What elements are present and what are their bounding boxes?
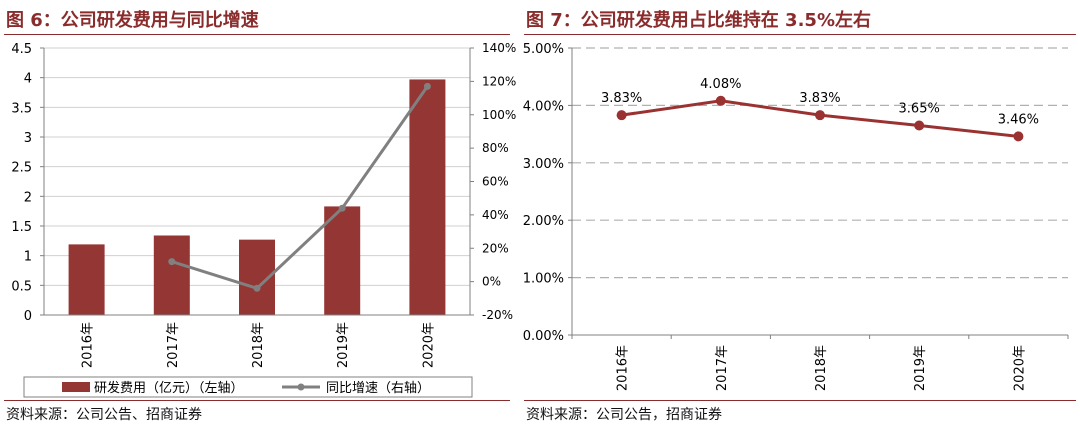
x-category-label: 2019年 xyxy=(913,345,928,391)
figure-7-title: 图 7：公司研发费用占比维持在 3.5%左右 xyxy=(526,10,871,31)
figure-6-bottom-rule xyxy=(4,400,510,401)
y-axis-tick-label: 3.00% xyxy=(523,157,564,172)
x-category-label: 2016年 xyxy=(81,322,96,368)
figure-7-bottom-rule xyxy=(524,400,1076,401)
left-axis-tick-label: 3 xyxy=(24,131,32,146)
right-axis-tick-label: -20% xyxy=(482,308,513,322)
right-axis-tick-label: 100% xyxy=(482,108,516,122)
figure-6-title-rule xyxy=(4,34,510,35)
right-axis-tick-label: 40% xyxy=(482,208,509,222)
left-axis-tick-label: 3.5 xyxy=(11,101,32,116)
left-axis-tick-label: 1 xyxy=(24,250,32,265)
share-point xyxy=(815,110,825,121)
right-axis-tick-label: 60% xyxy=(482,175,509,189)
x-category-label: 2017年 xyxy=(166,322,181,368)
share-point xyxy=(1013,131,1024,142)
growth-point xyxy=(338,204,346,212)
share-point xyxy=(616,110,627,121)
y-axis-tick-label: 0.00% xyxy=(523,329,564,344)
right-axis-tick-label: 140% xyxy=(482,41,516,55)
y-axis-tick-label: 4.00% xyxy=(523,99,564,114)
x-category-label: 2016年 xyxy=(616,345,631,391)
left-axis-tick-label: 2 xyxy=(24,190,32,205)
share-point xyxy=(914,120,925,131)
right-axis-tick-label: 120% xyxy=(482,74,516,88)
bar-2019 xyxy=(324,206,361,315)
x-category-label: 2020年 xyxy=(421,322,436,368)
left-axis-tick-label: 2.5 xyxy=(11,161,32,176)
legend-line-marker xyxy=(297,383,305,391)
y-axis-tick-label: 1.00% xyxy=(523,272,564,287)
right-axis-tick-label: 80% xyxy=(482,141,509,155)
x-category-label: 2018年 xyxy=(814,345,829,391)
x-category-label: 2018年 xyxy=(251,322,266,368)
growth-line xyxy=(171,85,429,290)
left-axis-tick-label: 0.5 xyxy=(11,279,32,294)
legend-box xyxy=(23,376,473,398)
bar-2016 xyxy=(68,244,105,315)
left-axis-tick-label: 4.5 xyxy=(11,42,32,57)
bar-2017 xyxy=(153,235,190,315)
legend-bar-swatch xyxy=(62,382,90,392)
legend-bar-label: 研发费用（亿元）（左轴） xyxy=(94,380,244,396)
left-axis-tick-label: 4 xyxy=(24,72,32,87)
legend-line-label: 同比增速（右轴） xyxy=(326,381,430,396)
growth-point xyxy=(253,284,261,292)
data-label: 4.08% xyxy=(700,77,741,92)
share-point xyxy=(715,95,726,106)
data-label: 3.65% xyxy=(899,101,940,116)
x-category-label: 2019年 xyxy=(336,322,351,368)
data-label: 3.83% xyxy=(601,91,642,106)
data-label: 3.83% xyxy=(799,91,840,106)
y-axis-tick-label: 5.00% xyxy=(523,42,564,57)
right-axis-tick-label: 0% xyxy=(482,275,501,289)
left-axis-tick-label: 0 xyxy=(24,309,32,324)
figure-6-title: 图 6：公司研发费用与同比增速 xyxy=(6,10,259,31)
figure-7-title-rule xyxy=(524,34,1076,35)
bar-2020 xyxy=(409,79,446,316)
data-label: 3.46% xyxy=(998,112,1039,127)
right-axis-tick-label: 20% xyxy=(482,241,509,255)
left-axis-tick-label: 1.5 xyxy=(11,220,32,235)
growth-point xyxy=(423,82,431,90)
figure-6-source: 资料来源：公司公告、招商证券 xyxy=(6,407,202,423)
x-category-label: 2017年 xyxy=(715,345,730,391)
growth-point xyxy=(168,258,176,266)
x-category-label: 2020年 xyxy=(1012,345,1027,391)
figure-7-source: 资料来源：公司公告，招商证券 xyxy=(526,407,722,423)
y-axis-tick-label: 2.00% xyxy=(523,214,564,229)
